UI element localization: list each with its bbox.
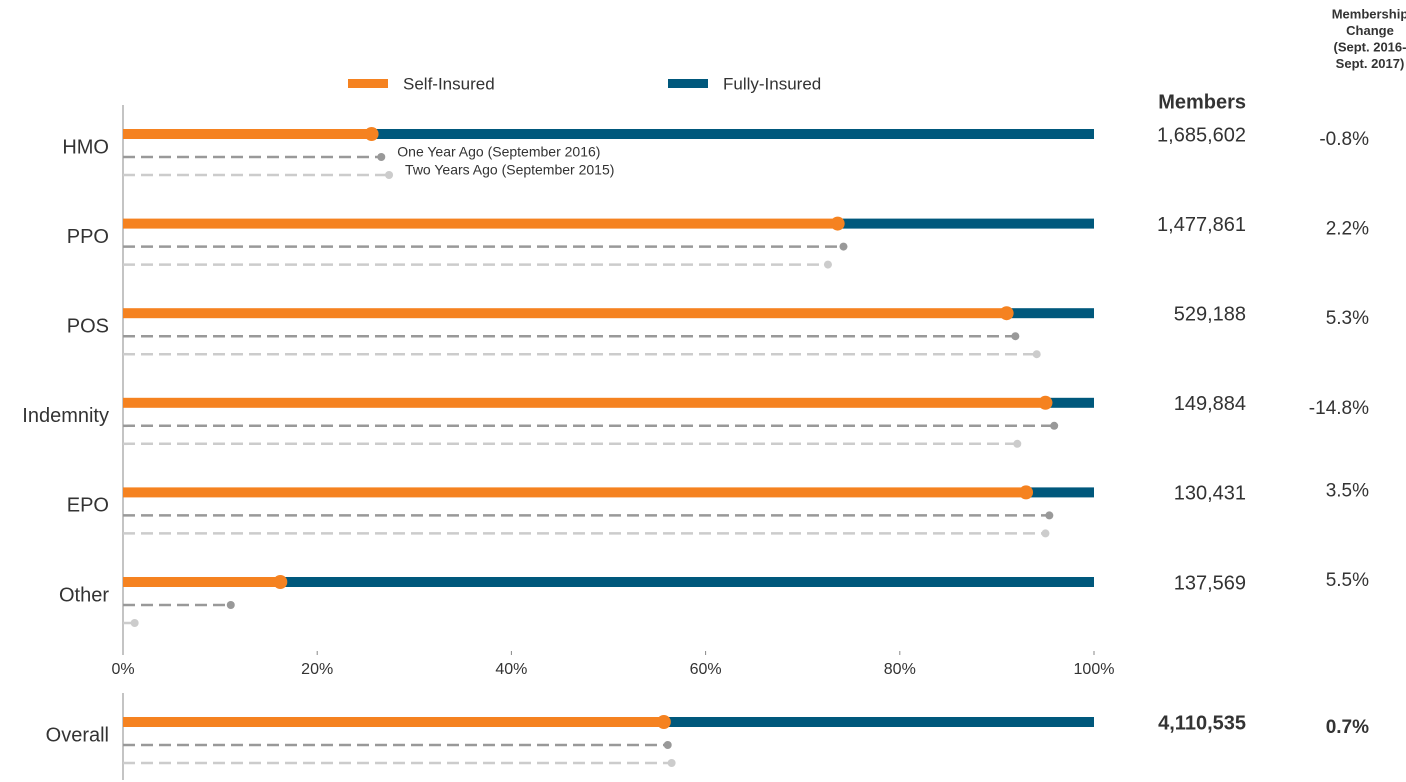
members-value: 4,110,535	[1158, 712, 1246, 734]
self-insured-bar	[123, 129, 372, 139]
history-annotation: One Year Ago (September 2016)	[397, 144, 600, 160]
category-label: Other	[59, 584, 109, 606]
x-tick-label: 20%	[301, 661, 333, 678]
history-dot	[1041, 529, 1050, 538]
history-dot	[839, 242, 848, 251]
history-dot	[1032, 350, 1041, 359]
members-value: 149,884	[1174, 393, 1246, 415]
change-value: -14.8%	[1309, 398, 1369, 419]
members-value: 137,569	[1174, 572, 1246, 594]
change-value: 5.5%	[1326, 570, 1369, 591]
history-dot	[663, 741, 672, 749]
category-label: PPO	[67, 226, 109, 248]
legend-label: Self-Insured	[403, 74, 495, 93]
self-insured-dot	[1019, 485, 1034, 500]
fully-insured-bar	[1006, 308, 1094, 319]
legend-swatch	[348, 79, 388, 88]
self-insured-dot	[1038, 395, 1053, 410]
members-header: Members	[1158, 91, 1246, 113]
change-header: Change	[1346, 23, 1394, 38]
history-dot	[1011, 332, 1020, 341]
legend-swatch	[668, 79, 708, 88]
fully-insured-bar	[1026, 487, 1094, 498]
change-header: Sept. 2017)	[1336, 56, 1405, 71]
change-value: 5.3%	[1326, 308, 1369, 329]
history-dot	[385, 171, 394, 179]
change-header: Membership	[1332, 6, 1406, 21]
fully-insured-bar	[1045, 397, 1094, 408]
self-insured-dot	[273, 575, 288, 589]
history-dot	[1045, 511, 1054, 520]
fully-insured-bar	[663, 717, 1094, 727]
history-dot	[1013, 439, 1022, 448]
x-tick-label: 80%	[884, 661, 916, 678]
history-dot	[1050, 421, 1059, 430]
x-tick-label: 0%	[111, 661, 134, 678]
x-tick-label: 60%	[690, 661, 722, 678]
self-insured-bar	[123, 487, 1027, 498]
x-tick-label: 40%	[495, 661, 527, 678]
self-insured-bar	[123, 218, 838, 229]
members-value: 529,188	[1174, 303, 1246, 325]
history-dot	[823, 260, 832, 269]
history-annotation: Two Years Ago (September 2015)	[405, 162, 614, 178]
fully-insured-bar	[280, 577, 1094, 587]
members-value: 1,685,602	[1157, 124, 1246, 146]
change-value: -0.8%	[1319, 129, 1369, 150]
history-dot	[226, 601, 235, 609]
members-value: 1,477,861	[1157, 214, 1246, 236]
self-insured-dot	[364, 127, 379, 141]
history-dot	[130, 619, 139, 627]
members-value: 130,431	[1174, 483, 1246, 505]
change-header: (Sept. 2016-	[1334, 39, 1406, 54]
history-dot	[377, 153, 386, 161]
self-insured-bar	[123, 308, 1007, 319]
self-insured-bar	[123, 717, 664, 727]
fully-insured-bar	[371, 129, 1094, 139]
category-label: POS	[67, 315, 109, 337]
legend-label: Fully-Insured	[723, 74, 821, 93]
fully-insured-bar	[837, 218, 1094, 229]
self-insured-dot	[999, 306, 1014, 321]
self-insured-bar	[123, 397, 1046, 408]
self-insured-dot	[656, 715, 671, 729]
history-dot	[667, 759, 676, 767]
category-label: Overall	[46, 724, 109, 746]
change-value: 0.7%	[1326, 717, 1369, 738]
x-tick-label: 100%	[1074, 661, 1115, 678]
category-label: HMO	[62, 136, 109, 158]
self-insured-bar	[123, 577, 281, 587]
self-insured-dot	[830, 216, 845, 231]
change-value: 3.5%	[1326, 480, 1369, 501]
change-value: 2.2%	[1326, 219, 1369, 240]
category-label: EPO	[67, 495, 109, 517]
category-label: Indemnity	[22, 405, 109, 427]
